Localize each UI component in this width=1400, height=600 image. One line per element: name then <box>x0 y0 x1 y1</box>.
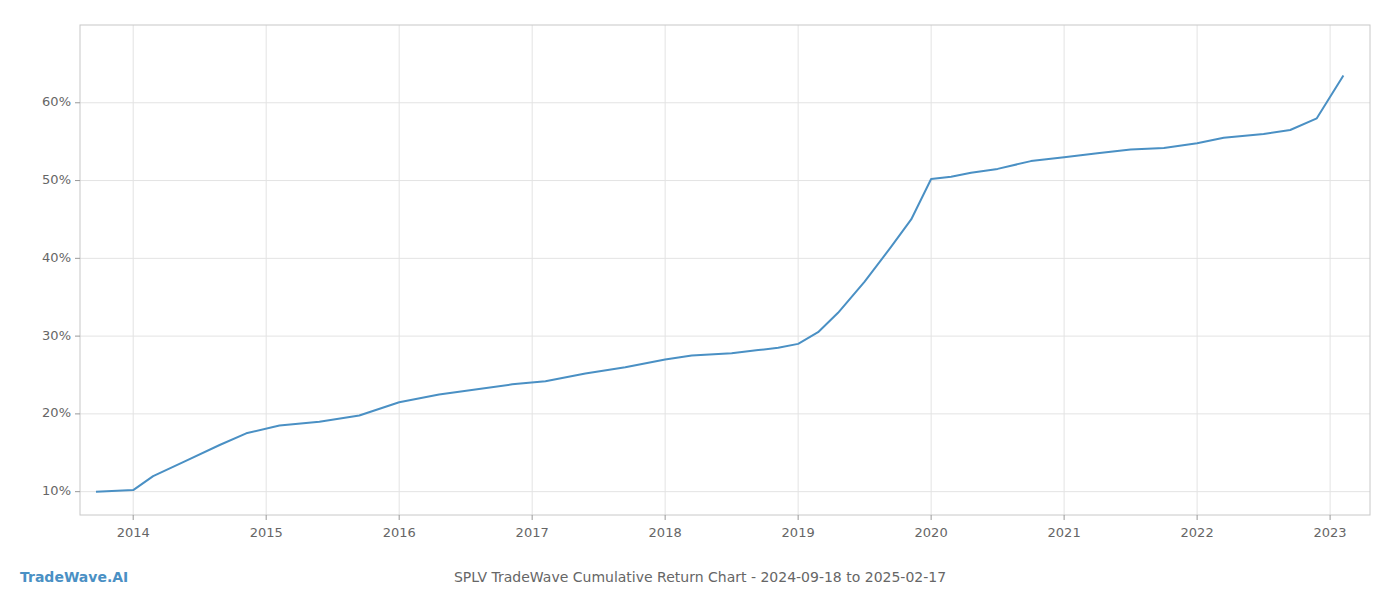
y-grid-line <box>80 336 1370 337</box>
y-tick-label: 50% <box>42 172 71 187</box>
y-tick-label: 30% <box>42 328 71 343</box>
y-tick <box>75 102 80 103</box>
x-tick <box>931 515 932 520</box>
y-tick <box>75 413 80 414</box>
x-tick <box>266 515 267 520</box>
y-grid-line <box>80 180 1370 181</box>
x-tick-label: 2015 <box>250 525 283 540</box>
x-tick-label: 2023 <box>1314 525 1347 540</box>
y-tick-label: 60% <box>42 94 71 109</box>
x-grid-line <box>665 25 666 515</box>
y-tick-label: 20% <box>42 405 71 420</box>
x-tick <box>399 515 400 520</box>
x-grid-line <box>1064 25 1065 515</box>
x-tick-label: 2019 <box>782 525 815 540</box>
watermark: TradeWave.AI <box>20 569 128 585</box>
x-tick <box>1197 515 1198 520</box>
plot-frame <box>80 25 1370 515</box>
data-line <box>96 76 1343 492</box>
plot-area <box>96 76 1343 492</box>
y-tick <box>75 491 80 492</box>
x-tick-label: 2021 <box>1048 525 1081 540</box>
chart: 2014 2015 2016 2017 2018 2019 2020 2021 2022 2023… <box>0 0 1400 600</box>
y-tick <box>75 180 80 181</box>
x-grid-line <box>931 25 932 515</box>
grid <box>80 25 1370 515</box>
chart-title: SPLV TradeWave Cumulative Return Chart -… <box>454 569 946 585</box>
x-tick <box>798 515 799 520</box>
x-tick <box>1330 515 1331 520</box>
x-grid-line <box>798 25 799 515</box>
x-tick <box>1064 515 1065 520</box>
x-tick-label: 2016 <box>383 525 416 540</box>
y-tick-label: 10% <box>42 483 71 498</box>
x-tick <box>133 515 134 520</box>
axes: 2014 2015 2016 2017 2018 2019 2020 2021 2022 2023… <box>42 94 1347 540</box>
x-tick-label: 2020 <box>915 525 948 540</box>
x-grid-line <box>266 25 267 515</box>
x-grid-line <box>399 25 400 515</box>
x-tick-label: 2022 <box>1181 525 1214 540</box>
y-tick <box>75 336 80 337</box>
x-tick <box>532 515 533 520</box>
x-tick <box>665 515 666 520</box>
x-grid-line <box>133 25 134 515</box>
x-grid-line <box>1197 25 1198 515</box>
y-tick <box>75 258 80 259</box>
y-grid-line <box>80 413 1370 414</box>
x-tick-label: 2018 <box>649 525 682 540</box>
y-grid-line <box>80 102 1370 103</box>
y-grid-line <box>80 491 1370 492</box>
x-grid-line <box>532 25 533 515</box>
y-tick-label: 40% <box>42 250 71 265</box>
x-tick-label: 2017 <box>516 525 549 540</box>
y-grid-line <box>80 258 1370 259</box>
x-tick-label: 2014 <box>117 525 150 540</box>
